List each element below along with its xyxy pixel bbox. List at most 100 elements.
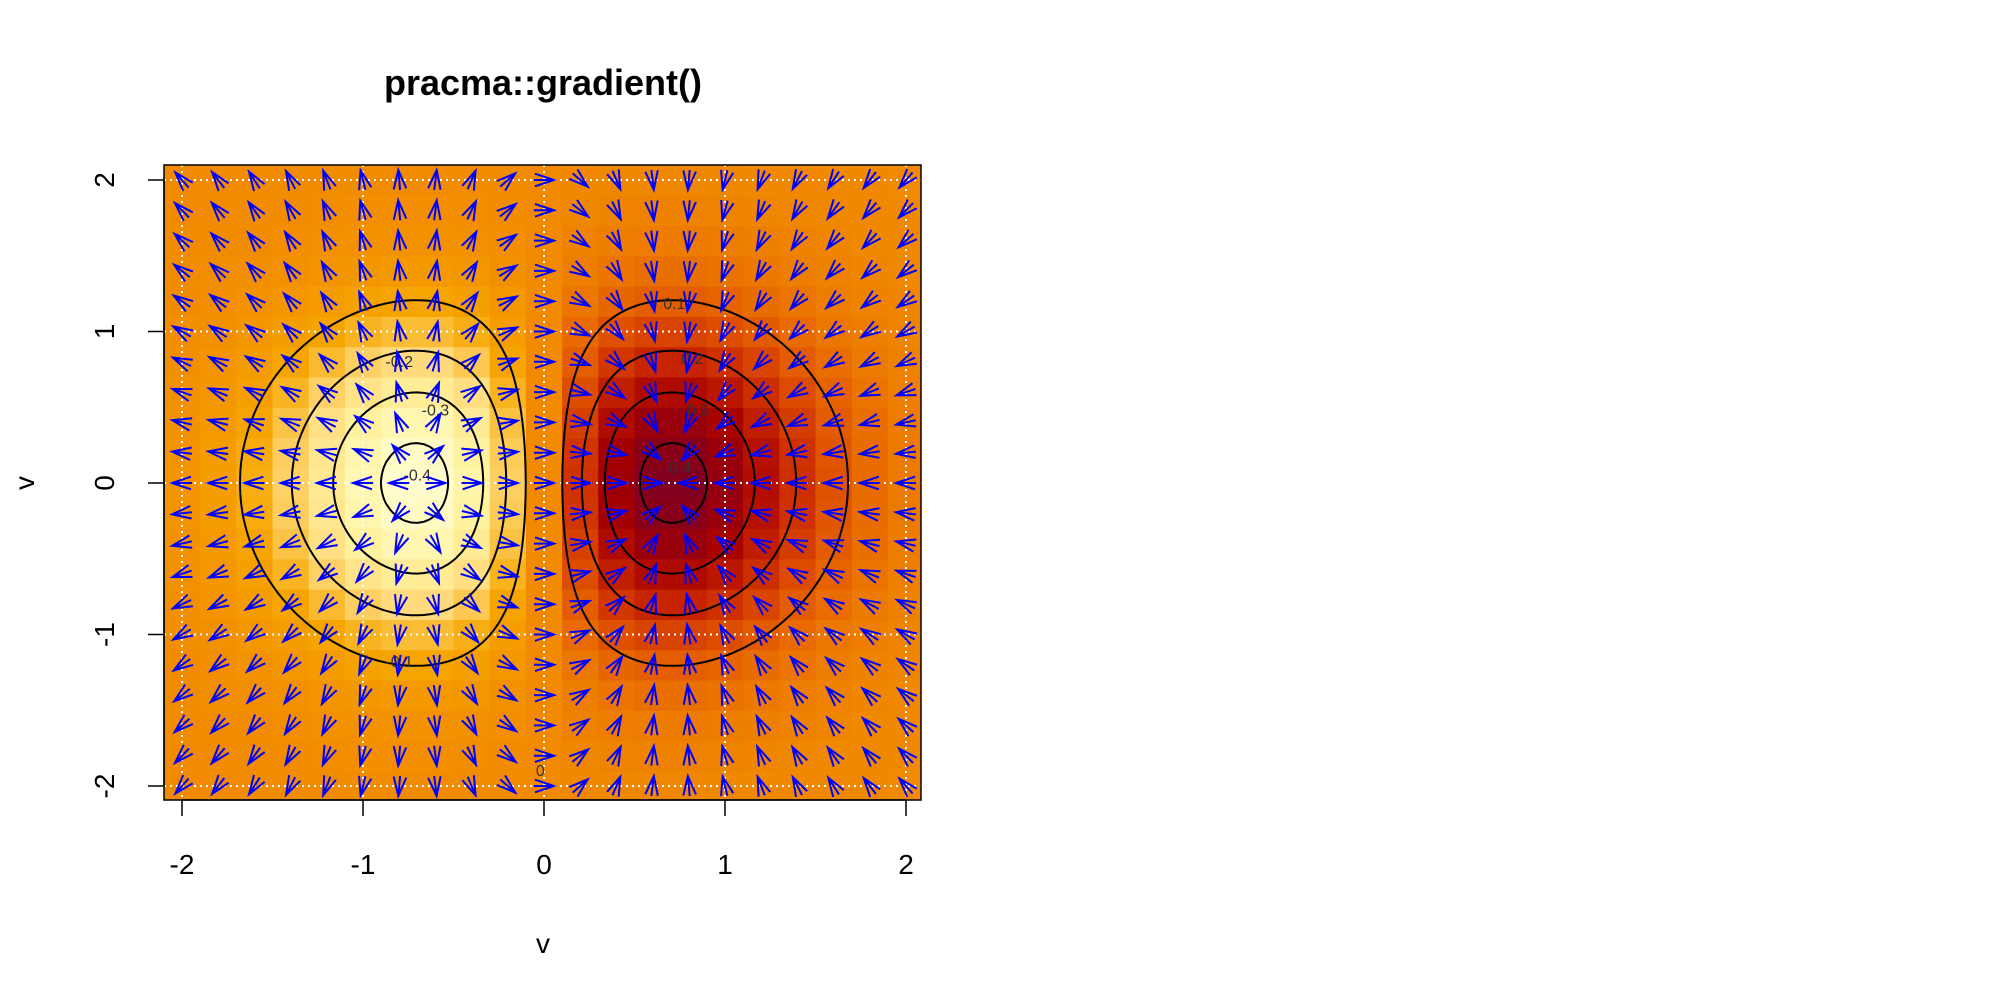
gradient-arrow xyxy=(605,412,629,429)
gradient-arrow xyxy=(605,229,623,253)
gradient-arrow xyxy=(425,475,449,491)
gradient-arrow xyxy=(168,505,193,520)
gradient-arrow xyxy=(460,352,482,373)
gradient-arrow xyxy=(170,593,193,610)
gradient-arrow xyxy=(569,382,593,397)
gradient-arrow xyxy=(356,592,374,616)
gradient-arrow xyxy=(682,260,698,284)
gradient-arrow xyxy=(205,446,229,462)
gradient-arrow xyxy=(426,257,442,281)
gradient-arrow xyxy=(754,259,772,283)
gradient-arrow xyxy=(896,199,918,220)
y-tick-label: 1 xyxy=(89,324,120,340)
gradient-arrow xyxy=(822,351,845,369)
x-axis: -2 -1 0 1 2 xyxy=(170,799,914,880)
gradient-arrow xyxy=(460,416,484,433)
gradient-arrow xyxy=(683,621,698,645)
gradient-arrow xyxy=(205,387,229,402)
gradient-arrow xyxy=(682,200,697,224)
gradient-arrow xyxy=(426,288,441,312)
y-axis: -2 -1 0 1 2 xyxy=(89,172,165,798)
gradient-arrow xyxy=(534,172,558,188)
gradient-arrow xyxy=(245,683,266,705)
gradient-arrow xyxy=(352,532,375,552)
gradient-arrow xyxy=(641,411,660,434)
gradient-arrow xyxy=(354,381,375,404)
gradient-arrow xyxy=(317,592,339,614)
gradient-arrow xyxy=(711,475,735,491)
gradient-arrow xyxy=(279,563,302,581)
gradient-arrow xyxy=(241,475,265,491)
gradient-arrow xyxy=(534,718,558,733)
y-tick-label: 2 xyxy=(89,172,120,188)
gradient-arrow xyxy=(716,380,737,403)
gradient-arrow xyxy=(821,539,845,554)
gradient-arrow xyxy=(205,534,229,549)
gradient-arrow xyxy=(170,623,194,642)
gradient-arrow xyxy=(427,197,442,221)
gradient-arrow xyxy=(168,446,193,461)
gradient-arrow xyxy=(606,199,623,223)
gradient-arrow xyxy=(824,259,845,281)
gradient-arrow xyxy=(390,442,411,464)
gradient-arrow xyxy=(426,685,442,709)
gradient-arrow xyxy=(605,289,625,313)
x-tick-label: -1 xyxy=(351,849,376,880)
x-axis-label: v xyxy=(536,928,550,959)
gradient-arrow xyxy=(534,657,558,673)
gradient-arrow xyxy=(720,743,735,767)
gradient-arrow xyxy=(282,683,302,706)
gradient-arrow xyxy=(682,651,698,675)
gradient-arrow xyxy=(720,773,735,797)
gradient-arrow xyxy=(206,593,230,611)
gradient-arrow xyxy=(322,167,337,191)
gradient-arrow xyxy=(168,475,192,491)
gradient-arrow xyxy=(790,199,808,222)
gradient-arrow xyxy=(682,291,698,315)
gradient-arrow xyxy=(172,200,194,222)
gradient-arrow xyxy=(497,326,520,342)
gradient-arrow xyxy=(245,261,266,283)
gradient-arrow xyxy=(393,257,408,281)
gradient-arrow xyxy=(318,623,338,645)
gradient-arrow xyxy=(825,745,845,767)
x-tick-label: 0 xyxy=(536,849,552,880)
gradient-arrow xyxy=(460,593,482,614)
gradient-arrow xyxy=(821,412,845,427)
contour-label: 0 xyxy=(536,763,545,780)
gradient-arrow xyxy=(169,387,193,402)
gradient-arrow xyxy=(283,198,302,222)
gradient-arrow xyxy=(569,658,592,676)
gradient-arrow xyxy=(821,568,845,585)
gradient-arrow xyxy=(171,653,194,673)
gradient-arrow xyxy=(393,685,408,709)
gradient-arrow xyxy=(497,564,521,579)
gradient-arrow xyxy=(424,444,446,464)
gradient-arrow xyxy=(320,259,338,282)
gradient-arrow xyxy=(358,167,373,191)
gradient-arrow xyxy=(427,745,442,769)
gradient-arrow xyxy=(641,504,663,525)
gradient-arrow xyxy=(461,775,477,799)
gradient-arrow xyxy=(644,682,659,706)
gradient-arrow xyxy=(208,261,230,283)
gradient-arrow xyxy=(861,168,881,191)
gradient-arrow xyxy=(246,199,266,222)
gradient-arrow xyxy=(570,475,594,491)
gradient-arrow xyxy=(350,447,374,463)
gradient-arrow xyxy=(497,475,521,491)
gradient-arrow xyxy=(896,229,918,250)
gradient-arrow xyxy=(683,321,698,345)
gradient-arrow xyxy=(753,653,773,677)
gradient-arrow xyxy=(568,199,591,219)
gradient-arrow xyxy=(282,260,302,283)
gradient-arrow xyxy=(277,475,301,491)
gradient-arrow xyxy=(897,168,918,190)
gradient-arrow xyxy=(748,508,772,523)
gradient-arrow xyxy=(858,627,882,646)
gradient-arrow xyxy=(825,715,845,737)
gradient-arrow xyxy=(427,775,442,800)
gradient-arrow xyxy=(427,715,442,739)
gradient-arrow xyxy=(683,591,698,615)
gradient-arrow xyxy=(316,562,339,582)
